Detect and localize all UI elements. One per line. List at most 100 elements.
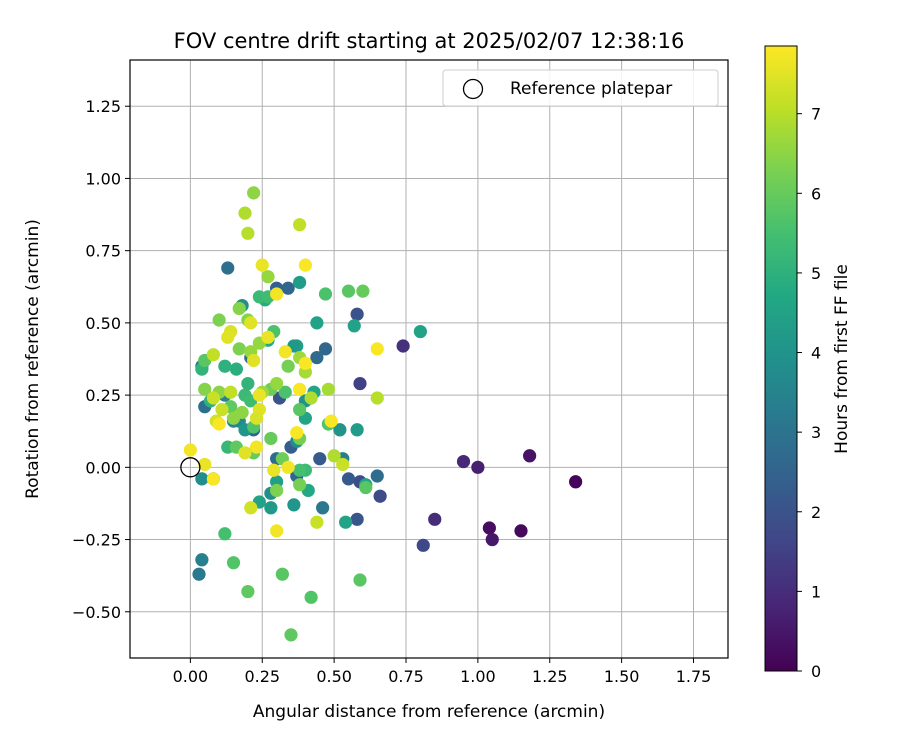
data-point [428,512,442,526]
data-point [247,353,261,368]
data-point [350,307,364,321]
data-point [270,524,284,538]
data-point [293,463,307,477]
data-point [281,359,295,373]
x-axis-ticks: 0.00 0.25 0.50 0.75 1.00 1.25 1.50 1.75 [173,658,711,686]
data-point [336,457,350,472]
data-point [198,457,212,472]
data-point [224,385,238,399]
data-point [316,501,330,515]
data-point [212,417,226,431]
data-point [310,350,324,365]
colorbar-tick-label: 2 [811,503,821,522]
data-point [229,362,243,376]
data-point [293,218,307,232]
data-point [284,628,298,642]
data-point [281,281,295,295]
x-axis-label: Angular distance from reference (arcmin) [253,702,605,722]
data-point [341,472,356,486]
data-point [261,270,275,284]
data-point [416,538,430,552]
x-tick-label: 0.75 [388,667,424,686]
data-point [396,339,410,353]
data-point [249,440,264,454]
data-point [206,391,220,405]
data-point [235,405,249,420]
legend-label: Reference platepar [510,79,672,99]
data-point [471,460,485,474]
data-point [206,348,220,362]
data-point [218,359,232,373]
data-point [275,567,289,581]
data-point [232,301,246,316]
colorbar: 0 1 2 3 4 5 6 7 Hours from first FF file [764,45,852,681]
data-point [298,258,312,272]
data-point [341,284,356,298]
data-point [278,385,292,399]
data-point [244,501,258,515]
data-point [238,446,252,460]
data-point [298,356,312,370]
colorbar-tick-label: 4 [811,344,821,363]
data-point [264,431,278,446]
x-tick-label: 1.00 [460,667,496,686]
data-point [370,342,384,356]
data-point [304,391,318,405]
data-point [353,376,367,391]
data-point [287,498,301,512]
data-point [370,391,384,405]
data-point [290,426,304,440]
colorbar-tick-label: 0 [811,662,821,681]
data-point [333,423,347,437]
colorbar-tick-label: 1 [811,582,821,601]
x-tick-label: 1.50 [604,667,640,686]
data-point [318,342,333,356]
x-tick-label: 0.25 [244,667,280,686]
chart-title: FOV centre drift starting at 2025/02/07 … [174,29,685,53]
data-point [247,186,261,200]
data-point [359,480,373,495]
data-point [270,376,284,391]
data-point [514,524,528,538]
data-point [270,287,284,301]
data-point [350,423,364,437]
data-point [249,411,264,425]
colorbar-tick-label: 5 [811,264,821,283]
data-point [370,469,384,483]
data-point [195,472,209,486]
data-point [318,287,333,301]
data-point [293,402,307,417]
data-point [356,284,370,298]
data-point [241,584,255,599]
data-point [252,388,266,402]
data-point [270,483,284,498]
data-point [350,512,364,526]
data-point [339,515,353,529]
data-point [198,382,212,396]
data-point [215,402,229,417]
data-point [183,443,197,457]
colorbar-label: Hours from first FF file [832,264,852,454]
data-point [310,316,324,330]
data-point [482,521,496,535]
data-point [221,261,235,275]
legend-box [442,69,719,107]
data-point [255,258,269,272]
y-tick-label: −0.25 [72,531,121,550]
y-axis-label: Rotation from reference (arcmin) [23,219,43,499]
colorbar-gradient [764,45,798,672]
colorbar-tick-label: 3 [811,423,821,442]
data-point [353,573,367,587]
data-point [456,454,471,469]
x-tick-label: 0.50 [316,667,352,686]
colorbar-ticks: 0 1 2 3 4 5 6 7 [797,105,821,681]
data-points [183,186,583,642]
data-point [313,452,327,466]
data-point [267,463,281,477]
grid-lines [130,60,728,658]
data-point [310,515,324,529]
data-point [347,319,361,333]
data-point [206,472,220,486]
data-point [218,527,232,541]
